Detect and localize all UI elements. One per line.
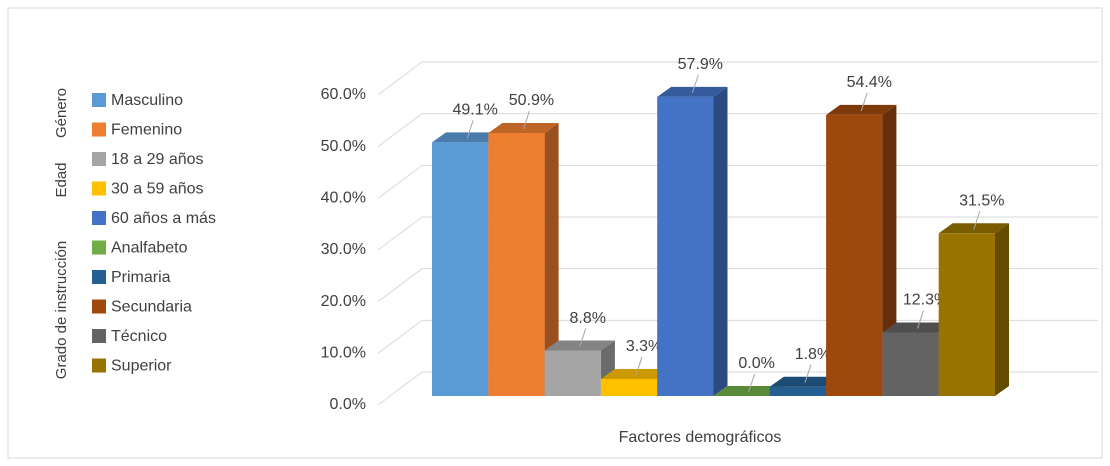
data-label: 54.4% <box>847 74 892 91</box>
legend-swatch <box>92 93 106 107</box>
bar <box>657 96 714 396</box>
label-leader <box>804 364 812 383</box>
bar <box>544 350 601 396</box>
bar <box>882 332 939 396</box>
legend-swatch <box>92 122 106 137</box>
legend-group-label: Edad <box>53 162 70 197</box>
data-label: 3.3% <box>626 338 662 355</box>
y-tick-label: 60.0% <box>321 86 366 103</box>
y-tick-label: 0.0% <box>330 396 366 413</box>
data-label: 1.8% <box>795 346 831 363</box>
y-tick-label: 50.0% <box>321 138 366 155</box>
legend-label: Técnico <box>111 328 167 345</box>
legend-label: Superior <box>111 358 172 375</box>
data-label: 31.5% <box>959 192 1004 209</box>
bar <box>769 386 827 396</box>
y-tick-label: 10.0% <box>321 345 366 362</box>
label-leader <box>579 328 587 347</box>
bar-side <box>882 104 897 396</box>
bar-side <box>544 123 559 396</box>
x-axis-label: Factores demográficos <box>619 429 782 446</box>
label-leader <box>860 92 868 112</box>
bar <box>938 233 995 396</box>
legend-group-label: Grado de instrucción <box>53 241 70 379</box>
legend-label: 18 a 29 años <box>111 151 204 168</box>
legend-label: Masculino <box>111 92 183 109</box>
y-tick-label: 40.0% <box>321 190 366 207</box>
label-leader <box>748 373 756 393</box>
legend-swatch <box>92 358 106 373</box>
legend-label: 30 a 59 años <box>111 181 204 198</box>
legend-swatch <box>92 181 106 196</box>
data-label: 8.8% <box>570 310 606 327</box>
data-label: 57.9% <box>678 56 723 73</box>
legend-label: Femenino <box>111 122 182 139</box>
label-leader <box>691 74 699 94</box>
data-label: 49.1% <box>452 102 497 119</box>
legend-group-label: Género <box>53 88 70 138</box>
label-leader <box>522 110 530 130</box>
legend-swatch <box>92 329 106 343</box>
bar <box>826 114 883 396</box>
label-leader <box>973 211 981 230</box>
legend-label: Primaria <box>111 269 171 286</box>
legend-label: Analfabeto <box>111 240 188 257</box>
label-leader <box>635 356 643 376</box>
grid-line <box>377 61 1098 96</box>
legend-swatch <box>92 240 106 255</box>
bar-side <box>713 86 728 396</box>
legend-swatch <box>92 152 106 166</box>
bar <box>600 378 658 396</box>
data-label: 50.9% <box>509 92 554 109</box>
legend-swatch <box>92 270 106 284</box>
data-label: 12.3% <box>903 292 948 309</box>
legend-label: 60 años a más <box>111 210 216 227</box>
bar <box>488 133 545 396</box>
label-leader <box>917 310 925 329</box>
y-tick-label: 20.0% <box>321 293 366 310</box>
legend-swatch <box>92 211 106 225</box>
bar-side <box>995 223 1009 396</box>
legend-label: Secundaria <box>111 299 192 316</box>
data-label: 0.0% <box>738 355 774 372</box>
legend-swatch <box>92 299 106 314</box>
bar <box>432 142 489 396</box>
label-leader <box>466 120 474 139</box>
y-tick-label: 30.0% <box>321 241 366 258</box>
